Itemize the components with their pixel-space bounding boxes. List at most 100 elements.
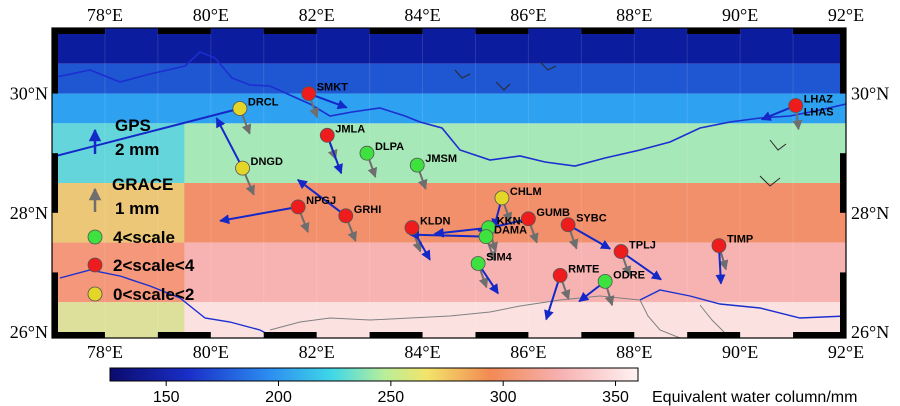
station-marker-grhi	[338, 208, 354, 224]
station-marker-tplj	[613, 244, 629, 259]
station-label-dngd: DNGD	[251, 156, 283, 168]
gps-vector-npgj	[219, 205, 299, 225]
station-marker-timp	[711, 238, 727, 253]
station-label-jmla: JMLA	[335, 123, 365, 135]
lon-tick-bottom: 92°E	[828, 342, 864, 362]
lon-tick-bottom: 78°E	[87, 342, 123, 362]
legend-class-mid: 2<scale<4	[113, 256, 195, 275]
lon-tick-bottom: 80°E	[193, 342, 229, 362]
lat-tick-right: 26°N	[851, 322, 889, 342]
lon-tick-bottom: 86°E	[510, 342, 546, 362]
station-marker-dlpa	[359, 145, 375, 161]
grid-row-1	[52, 63, 846, 94]
legend-high-dot	[87, 229, 103, 245]
lon-tick-top: 88°E	[616, 5, 652, 25]
station-label-smkt: SMKT	[317, 82, 348, 94]
lat-tick-right: 30°N	[851, 84, 889, 104]
lon-tick-top: 84°E	[404, 5, 440, 25]
station-label-kldn: KLDN	[420, 216, 451, 228]
frame-bar-bottom	[687, 332, 741, 338]
axis-tick-labels: 78°E 78°E 80°E 80°E 82°E 82°E 84°E 84°E 86°E 86°E…	[10, 5, 889, 362]
grid-row-edge-3	[52, 123, 185, 183]
gps-vector-dngd	[215, 117, 244, 169]
lon-tick-bottom: 82°E	[299, 342, 335, 362]
frame-bar-bottom	[581, 332, 635, 338]
gps-vector-dama	[409, 229, 487, 240]
frame-bar-bottom	[157, 332, 211, 338]
station-marker-odre	[597, 273, 613, 289]
grace-grid	[52, 28, 846, 338]
frame-bar-bottom	[52, 332, 105, 338]
colorbar-tick-label: 250	[377, 389, 404, 406]
frame-bar-top	[793, 28, 846, 34]
lon-tick-bottom: 84°E	[404, 342, 440, 362]
station-label-sim4: SIM4	[486, 251, 513, 263]
lon-tick-top: 82°E	[299, 5, 335, 25]
legend-grace-scale: 1 mm	[115, 199, 159, 218]
station-marker-sim4	[470, 256, 486, 271]
station-label-grhi: GRHI	[354, 204, 382, 216]
station-marker-rmte	[552, 268, 568, 283]
station-label-lhaz: LHAZ	[804, 94, 834, 106]
station-label-sybc: SYBC	[576, 213, 607, 225]
grid-row-edge-4	[52, 183, 185, 243]
gps-vector-drcl	[52, 107, 241, 159]
station-label-gumb: GUMB	[536, 207, 570, 219]
frame-bar-bottom	[369, 332, 423, 338]
station-marker-sybc	[560, 217, 576, 233]
frame-bar-right	[840, 33, 846, 94]
frame-bar-top	[581, 28, 635, 34]
frame-bar-right	[840, 272, 846, 333]
lat-tick-left: 28°N	[10, 203, 48, 223]
station-marker-jmsm	[409, 157, 425, 173]
frame-bar-left	[52, 33, 58, 94]
station-marker-npgj	[290, 199, 306, 215]
gps-vector-rmte	[544, 275, 562, 321]
frame-bar-top	[369, 28, 423, 34]
station-label-lhas: LHAS	[804, 107, 834, 119]
station-marker-dama	[478, 229, 494, 245]
grid-row-edge-5	[52, 242, 185, 303]
lat-tick-right: 28°N	[851, 203, 889, 223]
legend-grace-label: GRACE	[112, 175, 173, 194]
station-label-timp: TIMP	[727, 234, 753, 246]
frame-bar-right	[840, 153, 846, 213]
station-label-dlpa: DLPA	[375, 141, 404, 153]
colorbar-tick-label: 150	[153, 389, 180, 406]
lon-tick-bottom: 88°E	[616, 342, 652, 362]
lon-tick-top: 90°E	[722, 5, 758, 25]
frame-bar-top	[157, 28, 211, 34]
lon-tick-top: 78°E	[87, 5, 123, 25]
station-marker-chlm	[494, 190, 510, 206]
frame-bar-left	[52, 153, 58, 213]
lon-tick-top: 80°E	[193, 5, 229, 25]
legend-gps-label: GPS	[115, 116, 151, 135]
station-label-tplj: TPLJ	[629, 240, 656, 252]
station-label-chlm: CHLM	[510, 186, 542, 198]
station-marker-lhaz	[788, 98, 804, 113]
colorbar-tick-label: 200	[265, 389, 292, 406]
frame-bar-top	[687, 28, 741, 34]
station-marker-kldn	[404, 220, 420, 236]
lon-tick-top: 86°E	[510, 5, 546, 25]
frame-bar-top	[475, 28, 529, 34]
station-label-npgj: NPGJ	[306, 195, 336, 207]
frame-bar-left	[52, 272, 58, 333]
frame-bar-top	[52, 28, 105, 34]
boundary-lines	[52, 51, 846, 338]
lat-tick-left: 26°N	[10, 322, 48, 342]
colorbar-title: Equivalent water column/mm	[652, 389, 857, 406]
lon-tick-top: 92°E	[828, 5, 864, 25]
station-layer: DRCL SMKT JMLA DLPA JMSM DNGD NPGJ GRHI KLDN CHLM…	[232, 82, 834, 289]
gps-vector-sybc	[567, 223, 611, 250]
gps-vector-grhi	[296, 178, 347, 217]
station-marker-drcl	[232, 101, 248, 116]
legend-class-low: 0<scale<2	[113, 285, 194, 304]
legend-gps-scale: 2 mm	[115, 140, 159, 159]
colorbar-tick-label: 300	[490, 389, 517, 406]
lon-tick-bottom: 90°E	[722, 342, 758, 362]
colorbar-tick-label: 350	[602, 389, 629, 406]
station-marker-dngd	[235, 160, 250, 176]
station-label-dama: DAMA	[494, 225, 527, 237]
map-legend: GPS 2 mm GRACE 1 mm 4<scale 2<scale<4 0<…	[87, 116, 195, 304]
